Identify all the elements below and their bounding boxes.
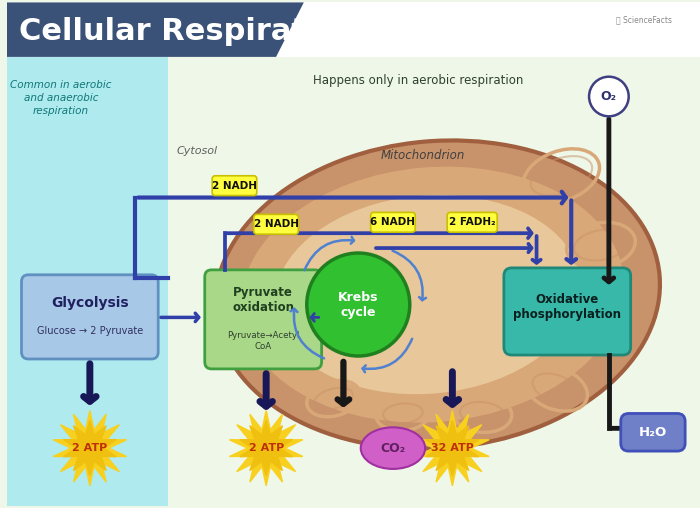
Text: 2 ATP: 2 ATP (248, 443, 284, 453)
Polygon shape (230, 410, 303, 486)
Text: 2 NADH: 2 NADH (253, 219, 299, 229)
Text: Oxidative
phosphorylation: Oxidative phosphorylation (513, 294, 622, 322)
Bar (7, 3, 700, 57)
Ellipse shape (215, 140, 660, 449)
Ellipse shape (360, 427, 425, 469)
FancyBboxPatch shape (212, 176, 257, 196)
Text: Mitochondrion: Mitochondrion (381, 149, 465, 162)
Text: 32 ATP: 32 ATP (431, 443, 474, 453)
FancyBboxPatch shape (504, 268, 631, 355)
Text: O₂: O₂ (601, 90, 617, 103)
Text: Pyruvate
oxidation: Pyruvate oxidation (232, 285, 294, 313)
Text: Pyruvate→Acetyl
CoA: Pyruvate→Acetyl CoA (227, 331, 300, 351)
Ellipse shape (240, 165, 625, 424)
Text: Cytosol: Cytosol (177, 146, 218, 156)
FancyBboxPatch shape (205, 270, 321, 369)
FancyBboxPatch shape (447, 212, 497, 232)
FancyBboxPatch shape (254, 214, 298, 234)
Text: Krebs
cycle: Krebs cycle (338, 291, 379, 319)
Polygon shape (426, 421, 479, 476)
Bar (7, 57, 168, 505)
Text: Glucose → 2 Pyruvate: Glucose → 2 Pyruvate (36, 326, 143, 336)
Text: 🔬 ScienceFacts: 🔬 ScienceFacts (616, 16, 672, 25)
Polygon shape (416, 410, 489, 486)
Circle shape (589, 77, 629, 116)
Polygon shape (64, 421, 116, 476)
Ellipse shape (274, 195, 581, 394)
Polygon shape (7, 3, 304, 57)
Text: CO₂: CO₂ (380, 441, 405, 455)
FancyBboxPatch shape (22, 275, 158, 359)
Text: Happens only in aerobic respiration: Happens only in aerobic respiration (312, 74, 523, 87)
Text: Common in aerobic
and anaerobic
respiration: Common in aerobic and anaerobic respirat… (10, 80, 112, 116)
Bar (168, 57, 700, 505)
FancyBboxPatch shape (371, 212, 415, 232)
Text: Cellular Respiration: Cellular Respiration (18, 17, 358, 46)
Text: 2 NADH: 2 NADH (212, 181, 257, 190)
Text: Glycolysis: Glycolysis (51, 296, 129, 309)
Text: 2 ATP: 2 ATP (72, 443, 108, 453)
Text: 2 FADH₂: 2 FADH₂ (449, 217, 496, 227)
FancyBboxPatch shape (621, 414, 685, 451)
Text: H₂O: H₂O (639, 426, 667, 439)
Circle shape (307, 253, 410, 356)
Polygon shape (240, 421, 293, 476)
Text: 6 NADH: 6 NADH (370, 217, 415, 227)
Polygon shape (53, 410, 127, 486)
